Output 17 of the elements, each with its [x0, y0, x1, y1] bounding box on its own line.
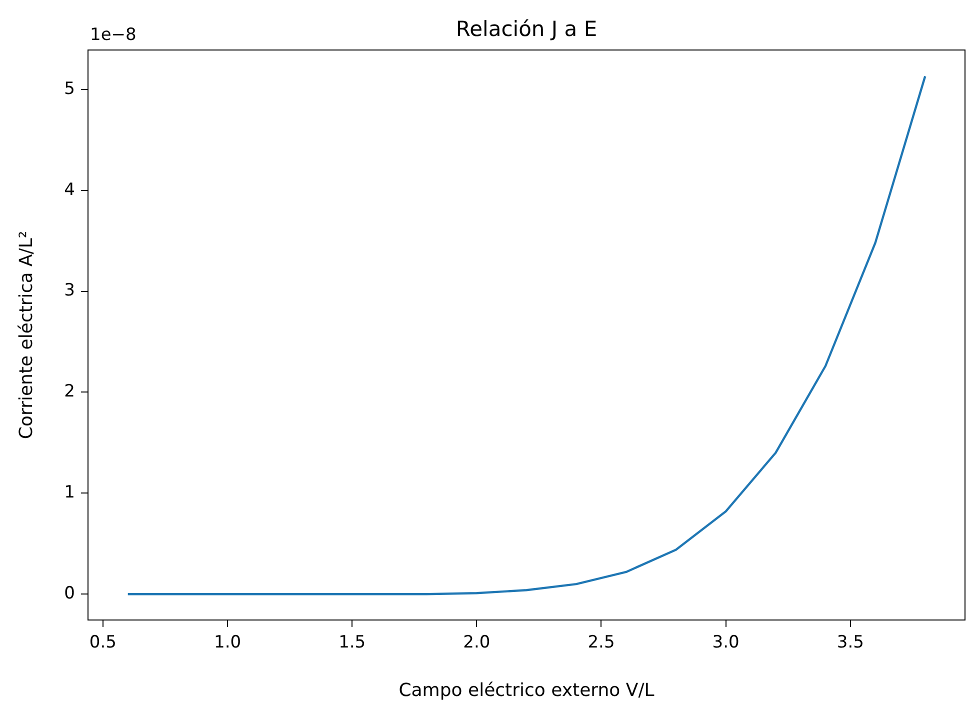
x-tick-label: 3.0	[712, 632, 740, 653]
y-tick-label: 4	[64, 180, 75, 200]
y-tick-label: 1	[64, 482, 75, 503]
x-tick-label: 1.5	[338, 632, 366, 653]
y-tick-label: 2	[64, 382, 75, 402]
text: 1e−8	[90, 25, 136, 45]
x-tick-label: 3.5	[836, 632, 864, 653]
x-axis-title: Campo eléctrico externo V/L	[398, 680, 654, 701]
x-tick-label: 0.5	[89, 632, 116, 653]
y-axis-title: Corriente eléctrica A/L²	[16, 230, 37, 440]
x-tick-label: 2.0	[463, 632, 490, 653]
chart-title: Relación J a E	[456, 17, 598, 41]
y-tick-label: 0	[64, 584, 75, 604]
y-tick-label: 3	[64, 280, 75, 301]
y-tick-label: 5	[64, 78, 75, 99]
x-tick-label: 2.5	[588, 632, 615, 653]
x-tick-label: 1.0	[214, 632, 242, 653]
